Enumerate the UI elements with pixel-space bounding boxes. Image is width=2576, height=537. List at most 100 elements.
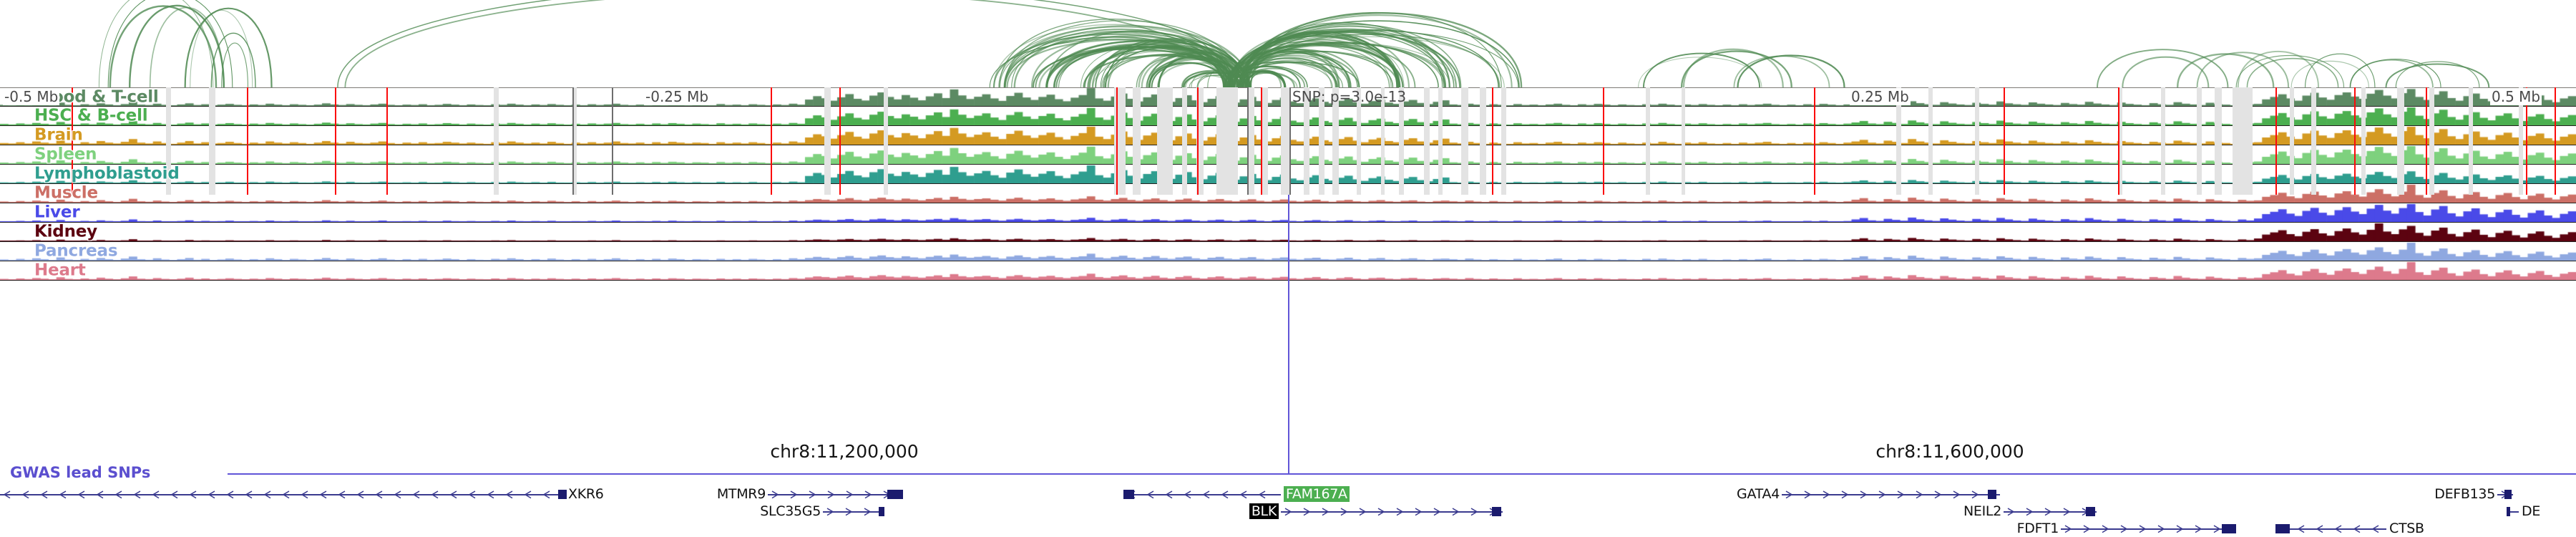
exon-block	[887, 490, 903, 499]
exon-block	[2275, 524, 2290, 533]
gene-name-label: MTMR9	[716, 486, 766, 502]
gene-body-line	[2508, 511, 2519, 513]
gene-mtmr9[interactable]: MTMR9	[717, 486, 903, 502]
gene-body-line	[1782, 494, 2000, 495]
gene-de[interactable]: DE	[2507, 503, 2540, 519]
gene-gata4[interactable]: GATA4	[1737, 486, 2000, 502]
interaction-arc	[190, 9, 253, 87]
interaction-arc	[98, 0, 214, 87]
interaction-arc	[1230, 36, 1505, 87]
gene-name-label: NEIL2	[1963, 503, 2001, 519]
interaction-arc	[1246, 14, 1513, 87]
signal-track-blood-t-cell[interactable]: Blood & T-cell	[0, 87, 2576, 107]
exon-block	[879, 507, 884, 516]
exon-block	[2222, 524, 2236, 533]
gwas-lead-snps-row: GWAS lead SNPs chr8:11,200,000 chr8:11,60…	[0, 165, 2576, 484]
interaction-arc	[1680, 50, 1792, 87]
interaction-arc	[210, 32, 256, 87]
exon-block	[1123, 490, 1134, 499]
interaction-arc	[2385, 63, 2490, 87]
interaction-arc	[107, 0, 233, 87]
gwas-baseline	[228, 473, 2576, 475]
interaction-arc	[1148, 51, 1232, 87]
interaction-arc	[2176, 53, 2275, 87]
interaction-arc	[221, 42, 249, 87]
gwas-lead-snps-label: GWAS lead SNPs	[10, 464, 152, 481]
interaction-arc	[2237, 50, 2320, 87]
gene-name-label: DEFB135	[2434, 486, 2495, 502]
gene-annotation-track: XKR6 MTMR9 FAM167A GATA4 DEFB135 SLC35G5 BLK N…	[0, 486, 2576, 537]
gene-slc35g5[interactable]: SLC35G5	[760, 503, 884, 519]
gene-row: FDFT1 CTSB	[0, 521, 2576, 536]
interaction-arc-panel	[0, 0, 2576, 87]
interaction-arc	[1100, 45, 1226, 87]
signal-profile	[0, 88, 2576, 106]
interaction-arc	[1241, 12, 1523, 87]
gene-neil2[interactable]: NEIL2	[1963, 503, 2097, 519]
gene-name-label: FDFT1	[2016, 521, 2059, 536]
gene-blk[interactable]: BLK	[1249, 503, 1503, 519]
interaction-arc	[2304, 53, 2376, 87]
interaction-arc	[1228, 30, 1519, 87]
signal-profile	[0, 107, 2576, 125]
interaction-arc	[2196, 52, 2290, 87]
exon-block	[1492, 507, 1501, 516]
genomic-coordinate-label: chr8:11,600,000	[1875, 441, 2024, 462]
gene-defb135[interactable]: DEFB135	[2434, 486, 2513, 502]
exon-block	[2507, 507, 2510, 516]
interaction-arc	[1003, 24, 1251, 87]
exon-block	[2086, 507, 2095, 516]
strand-arrows-icon	[2278, 525, 2379, 533]
signal-track-spleen[interactable]: Spleen	[0, 145, 2576, 165]
strand-arrows-icon	[2064, 525, 2221, 533]
track-label: Kidney	[34, 223, 97, 241]
track-label: Pancreas	[34, 242, 118, 261]
signal-profile	[0, 126, 2576, 145]
interaction-arc	[2246, 57, 2339, 87]
interaction-arc	[1733, 55, 1830, 87]
interaction-arc	[2395, 61, 2480, 87]
interaction-arc	[344, 0, 1230, 87]
gene-fdft1[interactable]: FDFT1	[2017, 521, 2236, 536]
gene-name-label: BLK	[1249, 503, 1279, 519]
gene-xkr6[interactable]: XKR6	[0, 486, 604, 502]
gene-name-label: XKR6	[568, 486, 604, 502]
gene-ctsb[interactable]: CTSB	[2275, 521, 2424, 536]
strand-arrows-icon	[826, 508, 872, 516]
track-label: Spleen	[34, 145, 97, 164]
interaction-arc	[1737, 54, 1845, 87]
interaction-arc	[2290, 60, 2369, 87]
gene-name-label: GATA4	[1737, 486, 1780, 502]
track-label: Blood & T-cell	[34, 87, 159, 106]
interaction-arc	[1241, 34, 1501, 87]
gene-row: SLC35G5 BLK NEIL2 DE	[0, 503, 2576, 519]
interaction-arc	[2122, 56, 2210, 87]
gene-name-label: CTSB	[2389, 521, 2424, 536]
strand-arrows-icon	[1284, 508, 1497, 516]
strand-arrows-icon	[1785, 490, 1998, 499]
strand-arrows-icon	[1128, 490, 1266, 499]
interaction-arc	[149, 6, 225, 87]
gene-name-label: DE	[2522, 503, 2541, 519]
interaction-arc	[2349, 59, 2434, 87]
gene-name-label: FAM167A	[1284, 486, 1350, 502]
gene-body-line	[1281, 511, 1503, 513]
interaction-arc	[109, 5, 218, 87]
signal-profile	[0, 145, 2576, 164]
gene-body-line	[2061, 528, 2233, 530]
gene-fam167a[interactable]: FAM167A	[1123, 486, 1350, 502]
track-label: HSC & B-cell	[34, 107, 148, 125]
genomic-coordinate-label: chr8:11,200,000	[770, 441, 919, 462]
exon-block	[2504, 490, 2512, 499]
interaction-arc	[2349, 59, 2441, 87]
track-label: Brain	[34, 126, 83, 145]
strand-arrows-icon	[771, 490, 891, 499]
exon-block	[1988, 490, 1996, 499]
interaction-arc	[1234, 20, 1520, 87]
interaction-arc	[1682, 48, 1784, 87]
interaction-arc	[337, 0, 1249, 87]
signal-track-hsc-b-cell[interactable]: HSC & B-cell	[0, 107, 2576, 126]
signal-track-brain[interactable]: Brain	[0, 126, 2576, 145]
strand-arrows-icon	[2007, 508, 2089, 516]
gene-name-label: SLC35G5	[760, 503, 821, 519]
